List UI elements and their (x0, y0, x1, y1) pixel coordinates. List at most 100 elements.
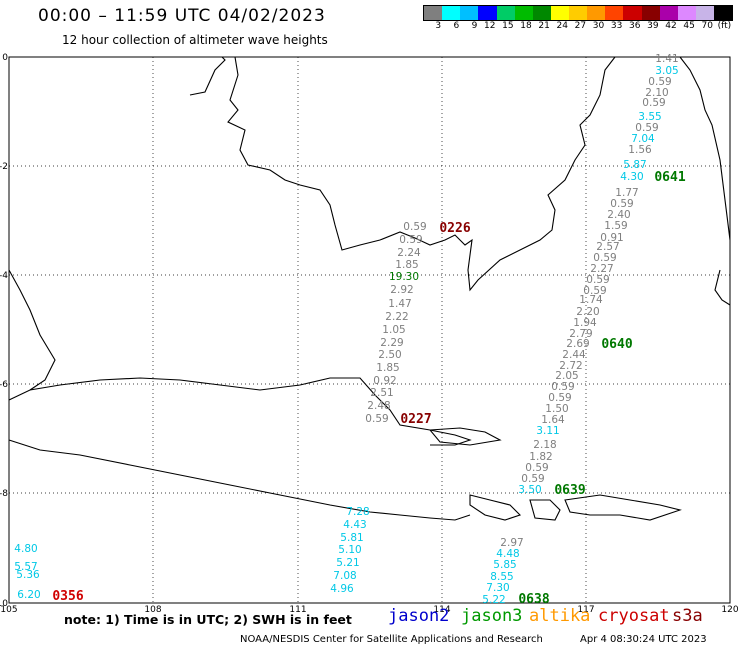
wave-height-value: 1.77 (615, 187, 638, 199)
colorbar-swatch (659, 6, 678, 20)
colorbar-label: 15 (502, 21, 514, 31)
wave-height-value: 19.30 (389, 271, 419, 283)
colorbar-label: 21 (538, 21, 550, 31)
colorbar (423, 5, 733, 21)
wave-height-value: 0.59 (399, 234, 422, 246)
wave-height-value: 0.59 (365, 413, 388, 425)
lombok-island (529, 499, 561, 521)
wave-height-value: 5.10 (338, 544, 361, 556)
wave-height-value: 5.21 (336, 557, 359, 569)
wave-height-value: 7.30 (486, 582, 509, 594)
sulawesi-coast (714, 269, 731, 306)
colorbar-label: 70 (701, 21, 713, 31)
lon-tick-label: 114 (433, 605, 450, 615)
wave-height-value: 0.59 (525, 462, 548, 474)
wave-height-value: 3.55 (638, 111, 661, 123)
colorbar-label: 6 (453, 21, 460, 31)
footnote: note: 1) Time is in UTC; 2) SWH is in fe… (64, 612, 352, 627)
pass-time-label: 0640 (601, 337, 632, 352)
wave-height-value: 3.05 (655, 65, 678, 77)
wave-height-value: 2.92 (390, 284, 413, 296)
colorbar-label: 42 (665, 21, 677, 31)
wave-height-value: 1.64 (541, 414, 565, 426)
wave-height-value: 4.30 (620, 171, 643, 183)
wave-height-value: 2.29 (380, 337, 403, 349)
bali-island (469, 494, 522, 521)
colorbar-swatch (496, 6, 515, 20)
wave-height-value: 1.47 (388, 298, 411, 310)
wave-height-value: 7.28 (346, 506, 369, 518)
wave-height-value: 7.08 (333, 570, 356, 582)
colorbar-swatch (442, 6, 461, 20)
pass-time-label: 0226 (439, 221, 470, 236)
wave-height-value: 0.59 (548, 392, 571, 404)
wave-height-value: 2.72 (559, 360, 582, 372)
wave-height-value: 5.87 (623, 159, 646, 171)
altimeter-tracks: 1.413.050.592.100.593.550.597.041.565.87… (14, 53, 678, 606)
java-north-coast (8, 377, 472, 446)
map-grid (9, 57, 730, 603)
wave-height-value: 3.11 (536, 425, 559, 437)
wave-height-value: 7.04 (631, 133, 655, 145)
wave-height-value: 8.55 (490, 571, 513, 583)
lon-tick-label: 111 (289, 605, 306, 615)
pass-time-label: 0638 (518, 592, 549, 607)
wave-height-value: 4.96 (330, 583, 354, 595)
lat-tick-label: -10 (0, 599, 8, 609)
wave-height-value: 0.59 (635, 122, 658, 134)
wave-height-value: 5.36 (16, 569, 40, 581)
legend-altika: altika (529, 606, 591, 626)
wave-height-value: 2.57 (596, 241, 619, 253)
colorbar-label: 24 (556, 21, 568, 31)
wave-height-value: 4.48 (496, 548, 519, 560)
wave-height-value: 1.94 (573, 317, 597, 329)
colorbar-swatch (550, 6, 569, 20)
colorbar-label: 12 (484, 21, 496, 31)
legend-jason3: jason3 (461, 606, 523, 626)
wave-height-value: 2.79 (569, 328, 592, 340)
java-south-coast (8, 439, 471, 521)
wave-height-value: 4.80 (14, 543, 37, 555)
pass-time-labels: 0226 0227 0356 0641 0640 0639 0638 (52, 170, 685, 607)
wave-height-value: 5.85 (493, 559, 516, 571)
wave-height-value: 0.59 (551, 381, 574, 393)
wave-height-value: 2.50 (378, 349, 401, 361)
colorbar-swatch (641, 6, 660, 20)
wave-height-value: 0.59 (583, 285, 606, 297)
colorbar-label: 39 (647, 21, 659, 31)
wave-height-value: 1.85 (376, 362, 399, 374)
colorbar-swatch (714, 6, 733, 20)
colorbar-swatch (623, 6, 642, 20)
map-title: 00:00 – 11:59 UTC 04/02/2023 (38, 6, 326, 26)
colorbar-label: 18 (520, 21, 532, 31)
wave-height-value: 2.48 (367, 400, 390, 412)
lon-tick-label: 120 (721, 605, 738, 615)
wave-height-value: 0.59 (610, 198, 633, 210)
wave-height-value: 0.59 (586, 274, 609, 286)
wave-height-value: 2.97 (500, 537, 523, 549)
legend-cryosat: cryosat (598, 606, 670, 626)
wave-height-value: 2.10 (645, 87, 668, 99)
legend-jason2: jason2 (388, 606, 450, 626)
wave-height-value: 2.22 (385, 311, 408, 323)
colorbar-label: (ft) (717, 21, 732, 31)
borneo-coast (189, 56, 616, 292)
madura-island (428, 427, 502, 446)
wave-height-value: 2.05 (555, 370, 578, 382)
sumatra-coast (8, 269, 56, 391)
wave-height-value: 2.27 (590, 263, 613, 275)
borneo-east-coast (679, 56, 731, 241)
lon-tick-label: 117 (577, 605, 594, 615)
colorbar-label: 27 (574, 21, 587, 31)
wave-height-value: 0.91 (600, 232, 623, 244)
colorbar-swatch (460, 6, 479, 20)
colorbar-swatch (605, 6, 624, 20)
pass-time-label: 0641 (654, 170, 685, 185)
map-subtitle: 12 hour collection of altimeter wave hei… (62, 33, 328, 47)
colorbar-swatch (695, 6, 714, 20)
lat-tick-label: -2 (0, 162, 8, 172)
wave-height-value: 5.57 (14, 561, 37, 573)
wave-height-value: 0.59 (593, 252, 616, 264)
